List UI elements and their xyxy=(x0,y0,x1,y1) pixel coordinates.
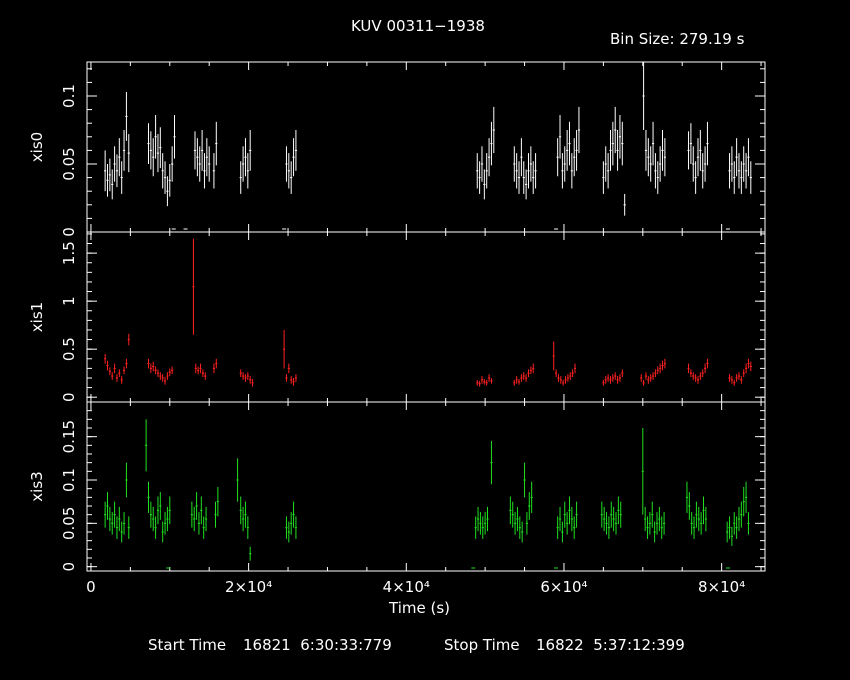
xis3-y-tick-label: 0.05 xyxy=(60,507,78,540)
x-tick-label: 8×10⁴ xyxy=(698,578,745,596)
xis1-y-tick-label: 1 xyxy=(60,296,78,306)
xis1-frame xyxy=(86,231,766,403)
x-axis-label: Time (s) xyxy=(389,599,450,617)
xis0-y-tick-label: 0.05 xyxy=(60,147,78,180)
x-tick-label: 2×10⁴ xyxy=(225,578,272,596)
stop-time-label: Stop Time xyxy=(444,636,520,654)
x-tick-label: 6×10⁴ xyxy=(540,578,587,596)
xis3-frame xyxy=(86,401,766,572)
chart-title: KUV 00311−1938 xyxy=(351,17,485,35)
xis1-y-axis-label: xis1 xyxy=(28,302,46,332)
xis3-y-tick-label: 0.15 xyxy=(60,420,78,453)
bin-size-label: Bin Size: 279.19 s xyxy=(610,30,745,48)
start-time-value: 16821 6:30:33:779 xyxy=(243,636,392,654)
xis0-y-tick-label: 0.1 xyxy=(60,84,78,108)
xis0-y-axis-label: xis0 xyxy=(28,132,46,162)
xis0-frame xyxy=(86,61,766,233)
xis3-y-axis-label: xis3 xyxy=(28,471,46,501)
xis1-y-tick-label: 0.5 xyxy=(60,337,78,361)
x-tick-label: 4×10⁴ xyxy=(383,578,430,596)
xis3-y-tick-label: 0 xyxy=(60,562,78,572)
stop-time-value: 16822 5:37:12:399 xyxy=(536,636,685,654)
xis0-y-tick-label: 0 xyxy=(60,227,78,237)
start-time-label: Start Time xyxy=(148,636,227,654)
xis1-y-tick-label: 0 xyxy=(60,392,78,402)
xis1-y-tick-label: 1.5 xyxy=(60,241,78,265)
xis3-y-tick-label: 0.1 xyxy=(60,468,78,492)
x-tick-label: 0 xyxy=(86,578,96,596)
